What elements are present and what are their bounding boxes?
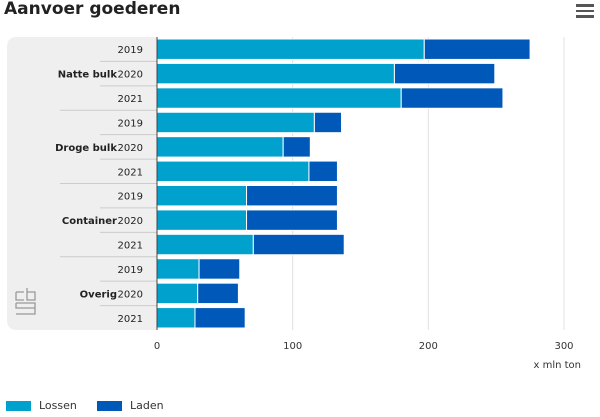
group-label: Overig bbox=[80, 289, 117, 300]
chart-title: Aanvoer goederen bbox=[4, 0, 181, 19]
bar-lossen bbox=[156, 136, 284, 158]
hamburger-menu-icon[interactable] bbox=[576, 4, 594, 18]
bar-lossen bbox=[156, 209, 248, 231]
bar-laden bbox=[423, 38, 531, 60]
year-label: 2020 bbox=[118, 70, 143, 81]
legend-swatch bbox=[6, 400, 31, 411]
year-label: 2021 bbox=[118, 94, 143, 105]
group-label: Droge bulk bbox=[55, 143, 117, 154]
bar-lossen bbox=[156, 258, 200, 280]
bar-laden bbox=[197, 282, 239, 305]
year-label: 2020 bbox=[118, 143, 143, 154]
bar-laden bbox=[393, 62, 496, 85]
legend-swatch bbox=[97, 400, 122, 411]
bar-lossen bbox=[156, 38, 425, 60]
bar-laden bbox=[194, 307, 246, 329]
year-label: 2019 bbox=[118, 118, 143, 129]
x-axis-title: x mln ton bbox=[533, 360, 581, 371]
bar-lossen bbox=[156, 87, 402, 109]
x-tick-label: 100 bbox=[283, 341, 302, 352]
year-label: 2021 bbox=[118, 241, 143, 252]
year-label: 2019 bbox=[118, 265, 143, 276]
group-label: Natte bulk bbox=[58, 70, 118, 81]
year-label: 2021 bbox=[118, 314, 143, 325]
bar-laden bbox=[252, 233, 345, 256]
x-tick-label: 300 bbox=[554, 341, 573, 352]
legend-label: Lossen bbox=[39, 399, 77, 412]
bar-laden bbox=[198, 258, 241, 280]
bar-lossen bbox=[156, 233, 254, 256]
cbs-logo bbox=[15, 288, 36, 315]
year-label: 2019 bbox=[118, 45, 143, 56]
bar-lossen bbox=[156, 62, 395, 85]
bar-lossen bbox=[156, 185, 248, 207]
legend-item-laden[interactable]: Laden bbox=[97, 399, 164, 412]
bar-laden bbox=[400, 87, 504, 109]
year-label: 2019 bbox=[118, 192, 143, 203]
legend-item-lossen[interactable]: Lossen bbox=[6, 399, 77, 412]
bar-laden bbox=[246, 185, 338, 207]
bar-laden bbox=[313, 111, 343, 134]
bar-lossen bbox=[156, 307, 196, 329]
year-label: 2020 bbox=[118, 216, 143, 227]
group-label: Container bbox=[62, 216, 117, 227]
bar-laden bbox=[246, 209, 338, 231]
bar-lossen bbox=[156, 160, 310, 182]
x-tick-label: 0 bbox=[154, 341, 160, 352]
bar-lossen bbox=[156, 111, 315, 134]
bar-lossen bbox=[156, 282, 199, 305]
x-tick-label: 200 bbox=[419, 341, 438, 352]
year-label: 2020 bbox=[118, 289, 143, 300]
year-label: 2021 bbox=[118, 167, 143, 178]
bar-laden bbox=[308, 160, 338, 182]
bar-laden bbox=[282, 136, 311, 158]
legend-label: Laden bbox=[130, 399, 164, 412]
